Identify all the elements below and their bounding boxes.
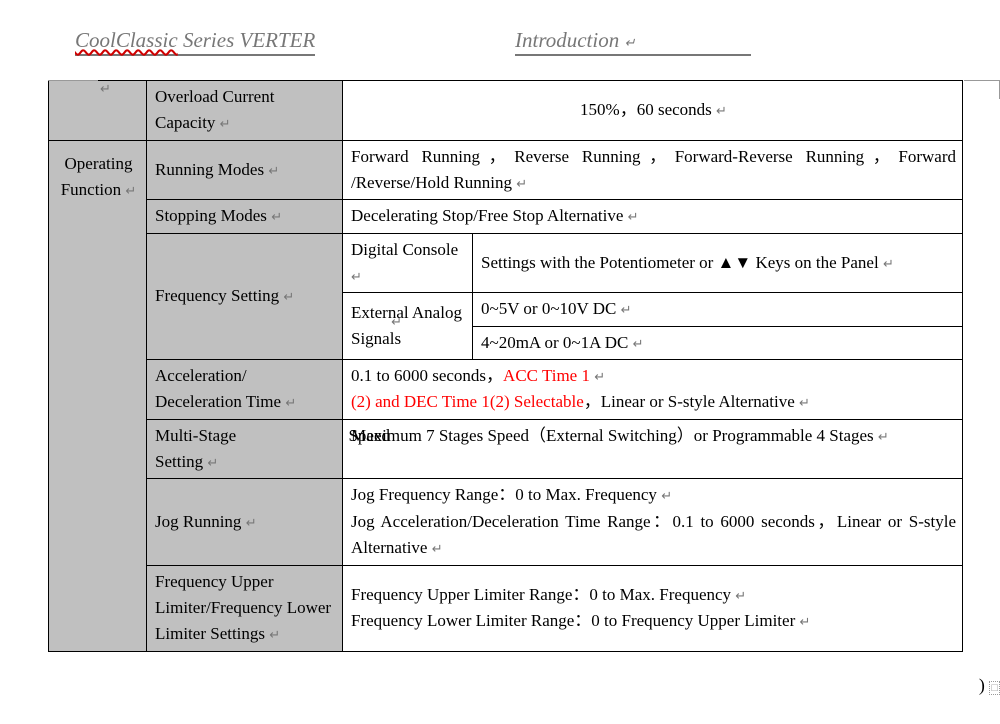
section-title: Introduction xyxy=(515,28,619,52)
stopping-value: Decelerating Stop/Free Stop Alternative … xyxy=(343,200,963,233)
multistage-label2: Speed xyxy=(348,423,390,449)
jog-value: Jog Frequency Range：0 to Max. Frequency … xyxy=(343,479,963,565)
row-multistage: Multi-Stage Speed Setting ↵ Maximum 7 St… xyxy=(49,419,963,479)
row-stopping: Stopping Modes ↵ Decelerating Stop/Free … xyxy=(49,200,963,233)
multistage-label1: Multi-Stage xyxy=(155,426,236,445)
row-freq-digital: Frequency Setting ↵ Digital Console ↵ Se… xyxy=(49,233,963,293)
row-overload: Overload Current Capacity ↵ 150%，60 seco… xyxy=(49,81,963,141)
corner-mark-tr xyxy=(964,80,1000,99)
corner-mark-tl: ↵ xyxy=(48,80,98,99)
freq-ext-value1: 0~5V or 0~10V DC ↵ xyxy=(473,293,963,326)
header-right: Introduction ↵ xyxy=(515,28,751,56)
brand-name: CoolClassic xyxy=(75,28,178,52)
overload-value: 150%，60 seconds ↵ xyxy=(343,81,963,141)
accel-value: 0.1 to 6000 seconds，ACC Time 1 ↵ (2) and… xyxy=(343,360,963,420)
limiter-value: Frequency Upper Limiter Range：0 to Max. … xyxy=(343,565,963,651)
multistage-label3: Setting xyxy=(155,452,203,471)
multistage-value: Maximum 7 Stages Speed（External Switchin… xyxy=(343,419,963,479)
product-name: Series VERTER xyxy=(178,28,316,52)
jog-label: Jog Running xyxy=(155,512,241,531)
running-label: Running Modes xyxy=(155,160,264,179)
para-mark: ↵ xyxy=(624,35,635,50)
freq-ext-value2: 4~20mA or 0~1A DC ↵ xyxy=(473,326,963,359)
limiter-label: Frequency Upper Limiter/Frequency Lower … xyxy=(155,572,331,644)
overload-label: Overload Current Capacity xyxy=(155,87,274,132)
freq-digital-value: Settings with the Potentiometer or ▲▼ Ke… xyxy=(473,233,963,293)
accel-label: Acceleration/ Deceleration Time xyxy=(155,366,281,411)
freq-ext-label: External Analog Signals xyxy=(351,303,462,348)
row-jog: Jog Running ↵ Jog Frequency Range：0 to M… xyxy=(49,479,963,565)
page-header: CoolClassic Series VERTER Introduction ↵ xyxy=(0,0,1000,60)
running-value: Forward Running，Reverse Running，Forward-… xyxy=(343,140,963,200)
freq-digital-label: Digital Console xyxy=(351,240,458,259)
stopping-label: Stopping Modes xyxy=(155,206,267,225)
header-left: CoolClassic Series VERTER xyxy=(75,28,515,56)
specs-table: Overload Current Capacity ↵ 150%，60 seco… xyxy=(48,80,963,652)
section-label: Operating Function xyxy=(61,154,133,199)
row-accel: Acceleration/ Deceleration Time ↵ 0.1 to… xyxy=(49,360,963,420)
close-paren: ) □ xyxy=(979,675,1000,696)
freq-label: Frequency Setting xyxy=(155,286,279,305)
row-limiter: Frequency Upper Limiter/Frequency Lower … xyxy=(49,565,963,651)
row-running: Operating Function ↵ Running Modes ↵ For… xyxy=(49,140,963,200)
